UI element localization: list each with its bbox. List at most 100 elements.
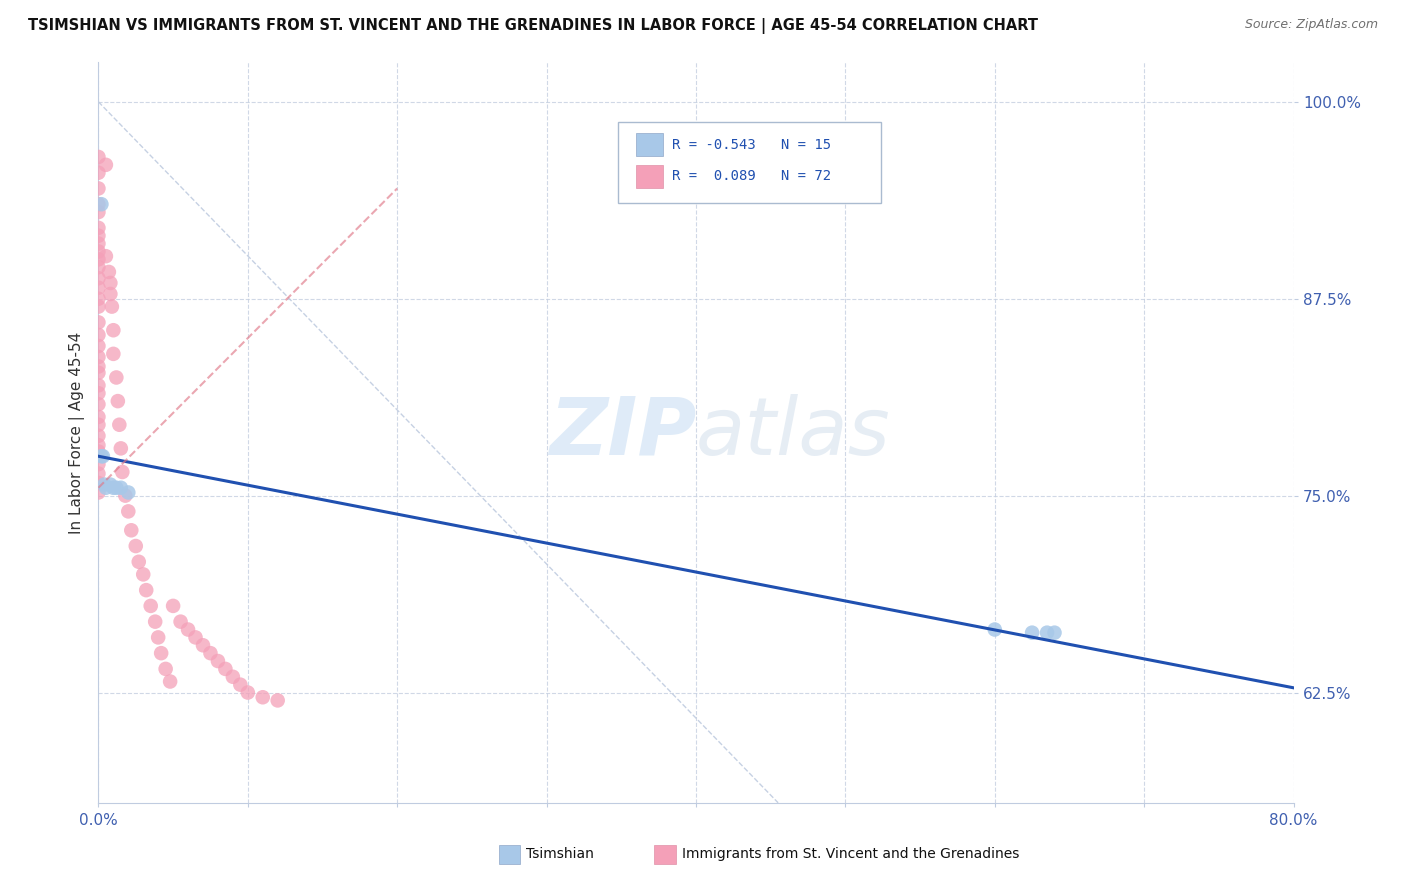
Point <box>87 386 110 401</box>
Point <box>94 249 117 263</box>
Bar <box>637 165 662 188</box>
Point <box>90 449 112 463</box>
Text: R =  0.089   N = 72: R = 0.089 N = 72 <box>672 169 831 184</box>
Point <box>984 623 1007 637</box>
Point <box>87 438 110 452</box>
Text: R = -0.543   N = 15: R = -0.543 N = 15 <box>672 137 831 152</box>
Bar <box>637 133 662 156</box>
Point <box>267 693 290 707</box>
Point <box>87 150 110 164</box>
Point <box>1021 625 1043 640</box>
Point <box>90 197 112 211</box>
Point <box>87 485 110 500</box>
Point <box>87 228 110 243</box>
Bar <box>499 845 520 863</box>
Y-axis label: In Labor Force | Age 45-54: In Labor Force | Age 45-54 <box>69 332 84 533</box>
Point <box>87 409 110 424</box>
Point <box>87 429 110 443</box>
Point <box>94 158 117 172</box>
Point <box>87 292 110 306</box>
Point <box>184 631 207 645</box>
Point <box>155 662 177 676</box>
Point <box>150 646 173 660</box>
Point <box>1036 625 1059 640</box>
Point <box>101 300 124 314</box>
FancyBboxPatch shape <box>619 121 882 203</box>
Point <box>87 197 110 211</box>
Point <box>229 678 252 692</box>
Point <box>87 417 110 432</box>
Point <box>103 347 125 361</box>
Point <box>91 449 114 463</box>
Point <box>103 481 125 495</box>
Point <box>87 328 110 343</box>
Point <box>1043 625 1066 640</box>
Point <box>162 599 184 613</box>
Point <box>94 481 117 495</box>
Point <box>98 287 122 301</box>
Point <box>87 457 110 471</box>
Point <box>87 181 110 195</box>
Point <box>87 366 110 380</box>
Point <box>111 465 134 479</box>
Point <box>120 523 142 537</box>
Point <box>87 397 110 411</box>
Point <box>97 265 120 279</box>
Point <box>87 220 110 235</box>
Point <box>87 260 110 275</box>
Point <box>110 442 132 456</box>
Text: atlas: atlas <box>696 393 891 472</box>
Point <box>87 444 110 458</box>
Point <box>252 690 274 705</box>
Point <box>128 555 150 569</box>
Point <box>114 489 136 503</box>
Point <box>87 244 110 259</box>
Text: TSIMSHIAN VS IMMIGRANTS FROM ST. VINCENT AND THE GRENADINES IN LABOR FORCE | AGE: TSIMSHIAN VS IMMIGRANTS FROM ST. VINCENT… <box>28 18 1038 34</box>
Point <box>132 567 155 582</box>
Point <box>103 323 125 337</box>
Bar <box>654 845 676 863</box>
Text: Immigrants from St. Vincent and the Grenadines: Immigrants from St. Vincent and the Gren… <box>682 847 1019 861</box>
Point <box>87 476 110 491</box>
Point <box>87 271 110 285</box>
Point <box>107 394 129 409</box>
Point <box>177 623 200 637</box>
Point <box>125 539 148 553</box>
Text: ZIP: ZIP <box>548 393 696 472</box>
Point <box>87 339 110 353</box>
Point <box>98 276 122 290</box>
Point <box>214 662 236 676</box>
Point <box>87 467 110 481</box>
Point <box>191 638 214 652</box>
Point <box>87 300 110 314</box>
Point <box>87 205 110 219</box>
Point <box>108 417 131 432</box>
Point <box>207 654 229 668</box>
Point <box>159 674 181 689</box>
Point <box>87 315 110 329</box>
Point <box>135 583 157 598</box>
Point <box>143 615 166 629</box>
Point <box>169 615 191 629</box>
Point <box>236 685 259 699</box>
Point <box>87 236 110 251</box>
Point <box>139 599 162 613</box>
Point <box>105 370 128 384</box>
Point <box>148 631 170 645</box>
Point <box>87 252 110 267</box>
Point <box>87 281 110 295</box>
Point <box>222 670 245 684</box>
Text: Source: ZipAtlas.com: Source: ZipAtlas.com <box>1244 18 1378 31</box>
Text: Tsimshian: Tsimshian <box>526 847 595 861</box>
Point <box>105 481 128 495</box>
Point <box>110 481 132 495</box>
Point <box>93 477 115 491</box>
Point <box>87 166 110 180</box>
Point <box>87 350 110 364</box>
Point <box>87 359 110 374</box>
Point <box>117 485 139 500</box>
Point <box>200 646 222 660</box>
Point <box>87 378 110 392</box>
Point <box>117 504 139 518</box>
Point <box>98 477 122 491</box>
